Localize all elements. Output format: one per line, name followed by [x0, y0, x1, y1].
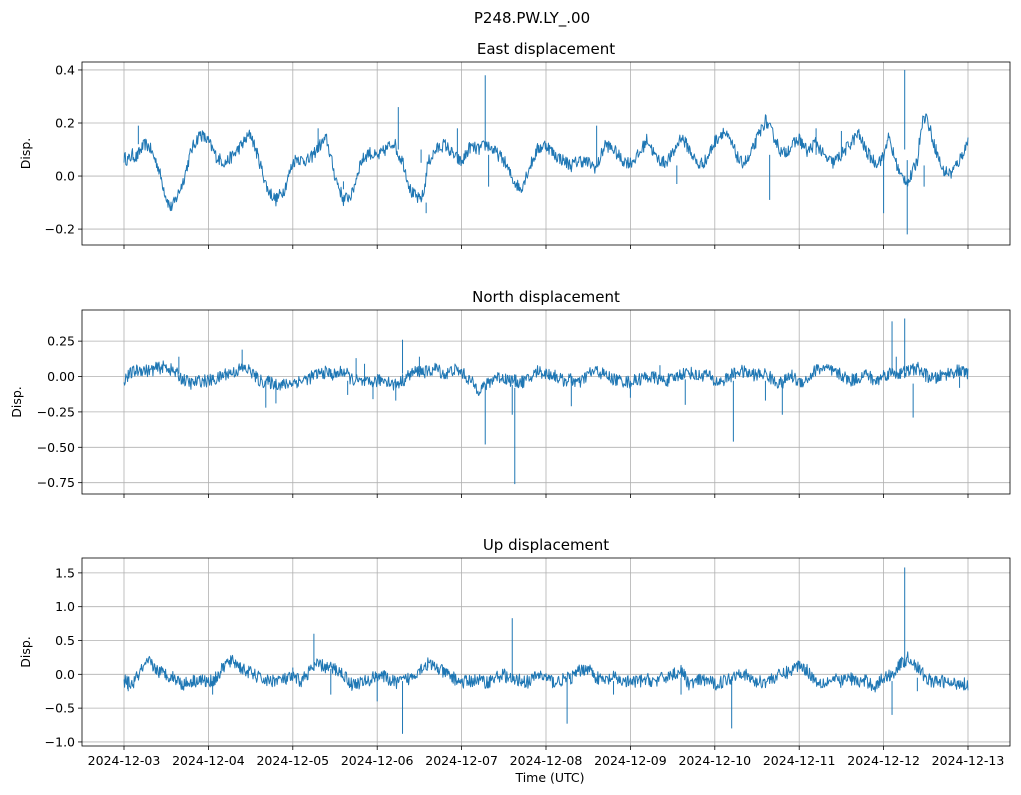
- east-y-tick-label: −0.2: [45, 222, 75, 237]
- north-axes-frame: [81, 309, 1011, 495]
- east-y-tick-label: 0.2: [55, 116, 75, 131]
- east-y-tick-label: 0.0: [55, 169, 75, 184]
- east-displacement-panel: East displacement −0.2 0.0 0.2 0.4 Disp.: [18, 40, 1011, 249]
- up-y-tick-label: 1.0: [55, 599, 75, 614]
- up-x-tick-label: 2024-12-12: [847, 753, 920, 768]
- up-x-tick-label: 2024-12-10: [678, 753, 751, 768]
- north-y-tick-label: −0.25: [37, 404, 75, 419]
- north-displacement-panel: North displacement −0.75 −0.50 −0.25 0.00 0.2…: [9, 288, 1011, 498]
- north-y-tick-label: −0.75: [37, 475, 75, 490]
- up-x-tick-label: 2024-12-08: [510, 753, 583, 768]
- north-panel-title: North displacement: [472, 288, 620, 306]
- up-y-axis-label: Disp.: [18, 636, 33, 668]
- east-y-axis-label: Disp.: [18, 138, 33, 170]
- east-axes-frame: [81, 61, 1011, 246]
- up-y-tick-label: −0.5: [45, 701, 75, 716]
- east-panel-title: East displacement: [477, 40, 615, 58]
- up-y-tick-label: 0.5: [55, 633, 75, 648]
- figure-title: P248.PW.LY_.00: [474, 9, 590, 28]
- east-displacement-line: [123, 113, 969, 212]
- up-x-tick-label: 2024-12-04: [172, 753, 245, 768]
- north-displacement-line: [123, 360, 969, 396]
- up-x-tick-label: 2024-12-11: [763, 753, 836, 768]
- up-axes-frame: [81, 557, 1011, 747]
- up-y-tick-label: 0.0: [55, 667, 75, 682]
- up-displacement-line: [123, 651, 969, 693]
- up-x-axis-label: Time (UTC): [514, 770, 584, 785]
- up-x-tick-label: 2024-12-06: [341, 753, 414, 768]
- north-y-tick-label: 0.25: [47, 334, 75, 349]
- up-x-tick-label: 2024-12-03: [88, 753, 161, 768]
- east-y-tick-label: 0.4: [55, 62, 75, 77]
- north-y-tick-label: −0.50: [37, 440, 75, 455]
- up-panel-title: Up displacement: [483, 536, 609, 554]
- up-x-tick-label: 2024-12-05: [256, 753, 329, 768]
- north-y-axis-label: Disp.: [9, 386, 24, 418]
- up-displacement-panel: Up displacement −1.0 −0.5 0.0 0.5 1.0 1.5 Disp.…: [18, 536, 1011, 785]
- north-y-tick-label: 0.00: [47, 369, 75, 384]
- up-y-tick-label: 1.5: [55, 565, 75, 580]
- up-x-tick-label: 2024-12-13: [932, 753, 1005, 768]
- up-x-tick-label: 2024-12-07: [425, 753, 498, 768]
- up-x-tick-label: 2024-12-09: [594, 753, 667, 768]
- up-y-tick-label: −1.0: [45, 734, 75, 749]
